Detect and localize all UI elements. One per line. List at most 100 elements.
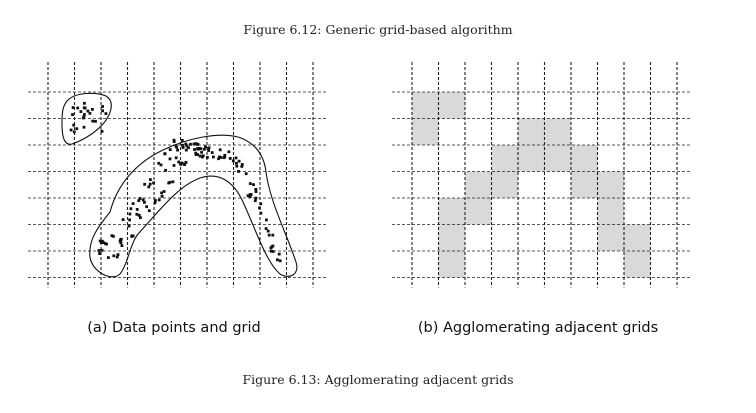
data-point	[185, 144, 189, 148]
filled-cell	[412, 118, 439, 145]
data-point	[184, 142, 188, 146]
filled-cell	[438, 92, 465, 119]
filled-cell	[465, 171, 492, 198]
data-point	[184, 148, 188, 152]
small-cluster-outline	[61, 92, 112, 145]
data-point	[252, 183, 255, 186]
filled-cell	[571, 145, 598, 172]
data-point	[98, 239, 102, 243]
data-point	[101, 109, 104, 113]
data-point	[128, 218, 131, 222]
data-point	[183, 163, 187, 166]
data-point	[94, 119, 97, 123]
data-point	[75, 127, 79, 131]
agglomerated-grid-figure	[392, 62, 691, 288]
data-point	[86, 109, 90, 113]
filled-cell	[518, 118, 545, 145]
data-point	[137, 199, 141, 202]
data-point	[143, 182, 147, 186]
data-point	[180, 139, 184, 142]
data-point	[71, 113, 74, 116]
data-point	[112, 254, 116, 258]
filled-cell	[438, 251, 465, 278]
data-point	[248, 195, 252, 198]
data-points	[69, 101, 282, 263]
data-point	[121, 218, 125, 221]
data-point	[72, 123, 76, 127]
data-point	[131, 202, 135, 205]
data-point	[200, 150, 203, 154]
data-point	[83, 113, 86, 116]
data-point	[72, 130, 76, 134]
data-point	[194, 142, 198, 145]
data-point	[267, 233, 271, 237]
data-point	[218, 148, 222, 152]
data-point	[168, 148, 172, 151]
data-point	[91, 119, 95, 123]
panel-data-points-and-grid: (a) Data points and grid	[28, 62, 327, 336]
data-point	[217, 157, 220, 161]
data-point	[189, 142, 192, 146]
filled-cell	[465, 198, 492, 225]
data-point	[101, 105, 104, 108]
data-point	[187, 146, 190, 150]
data-point	[83, 106, 87, 110]
data-point	[271, 250, 275, 253]
data-point	[76, 106, 80, 110]
data-point	[193, 148, 196, 151]
filled-cell	[544, 145, 571, 172]
data-point	[119, 238, 122, 241]
data-point	[163, 152, 167, 156]
data-point	[184, 161, 188, 164]
data-point	[100, 241, 103, 244]
data-point	[259, 211, 263, 215]
data-point	[160, 191, 163, 195]
data-point	[152, 181, 155, 185]
data-point	[130, 234, 134, 238]
filled-cell	[438, 198, 465, 225]
data-point	[227, 150, 231, 154]
data-point	[244, 172, 248, 176]
data-point	[240, 165, 244, 168]
data-point	[176, 148, 179, 152]
data-point	[129, 207, 133, 211]
filled-grid-cells	[412, 92, 651, 278]
data-point	[135, 208, 139, 211]
data-point	[69, 128, 73, 132]
data-point	[278, 259, 282, 263]
data-point	[79, 110, 83, 113]
data-point	[194, 153, 198, 156]
data-point	[104, 112, 108, 115]
data-point	[168, 157, 172, 161]
data-point	[116, 253, 120, 256]
data-point	[164, 168, 167, 172]
data-point	[174, 156, 178, 160]
data-point	[269, 249, 273, 253]
data-point	[172, 140, 176, 143]
data-point	[269, 246, 273, 250]
data-point	[181, 143, 184, 147]
data-point	[100, 130, 104, 133]
data-point	[119, 241, 123, 245]
data-point	[71, 106, 75, 109]
data-point	[265, 218, 268, 222]
data-point	[110, 234, 114, 238]
panel-a-caption: (a) Data points and grid	[87, 320, 261, 336]
data-point	[139, 216, 142, 220]
grid-lines	[28, 62, 327, 288]
data-point	[175, 145, 178, 149]
data-point	[218, 155, 221, 159]
data-point	[98, 252, 101, 255]
data-point	[248, 182, 252, 185]
data-point	[147, 185, 151, 189]
filled-cell	[412, 92, 439, 119]
data-point	[199, 147, 203, 151]
data-point	[81, 116, 85, 120]
panel-b-caption: (b) Agglomerating adjacent grids	[417, 320, 659, 336]
data-point	[212, 155, 215, 159]
data-point	[202, 147, 206, 151]
data-point	[157, 198, 161, 202]
data-point	[223, 153, 227, 157]
data-point	[271, 233, 275, 237]
data-point	[248, 193, 252, 196]
